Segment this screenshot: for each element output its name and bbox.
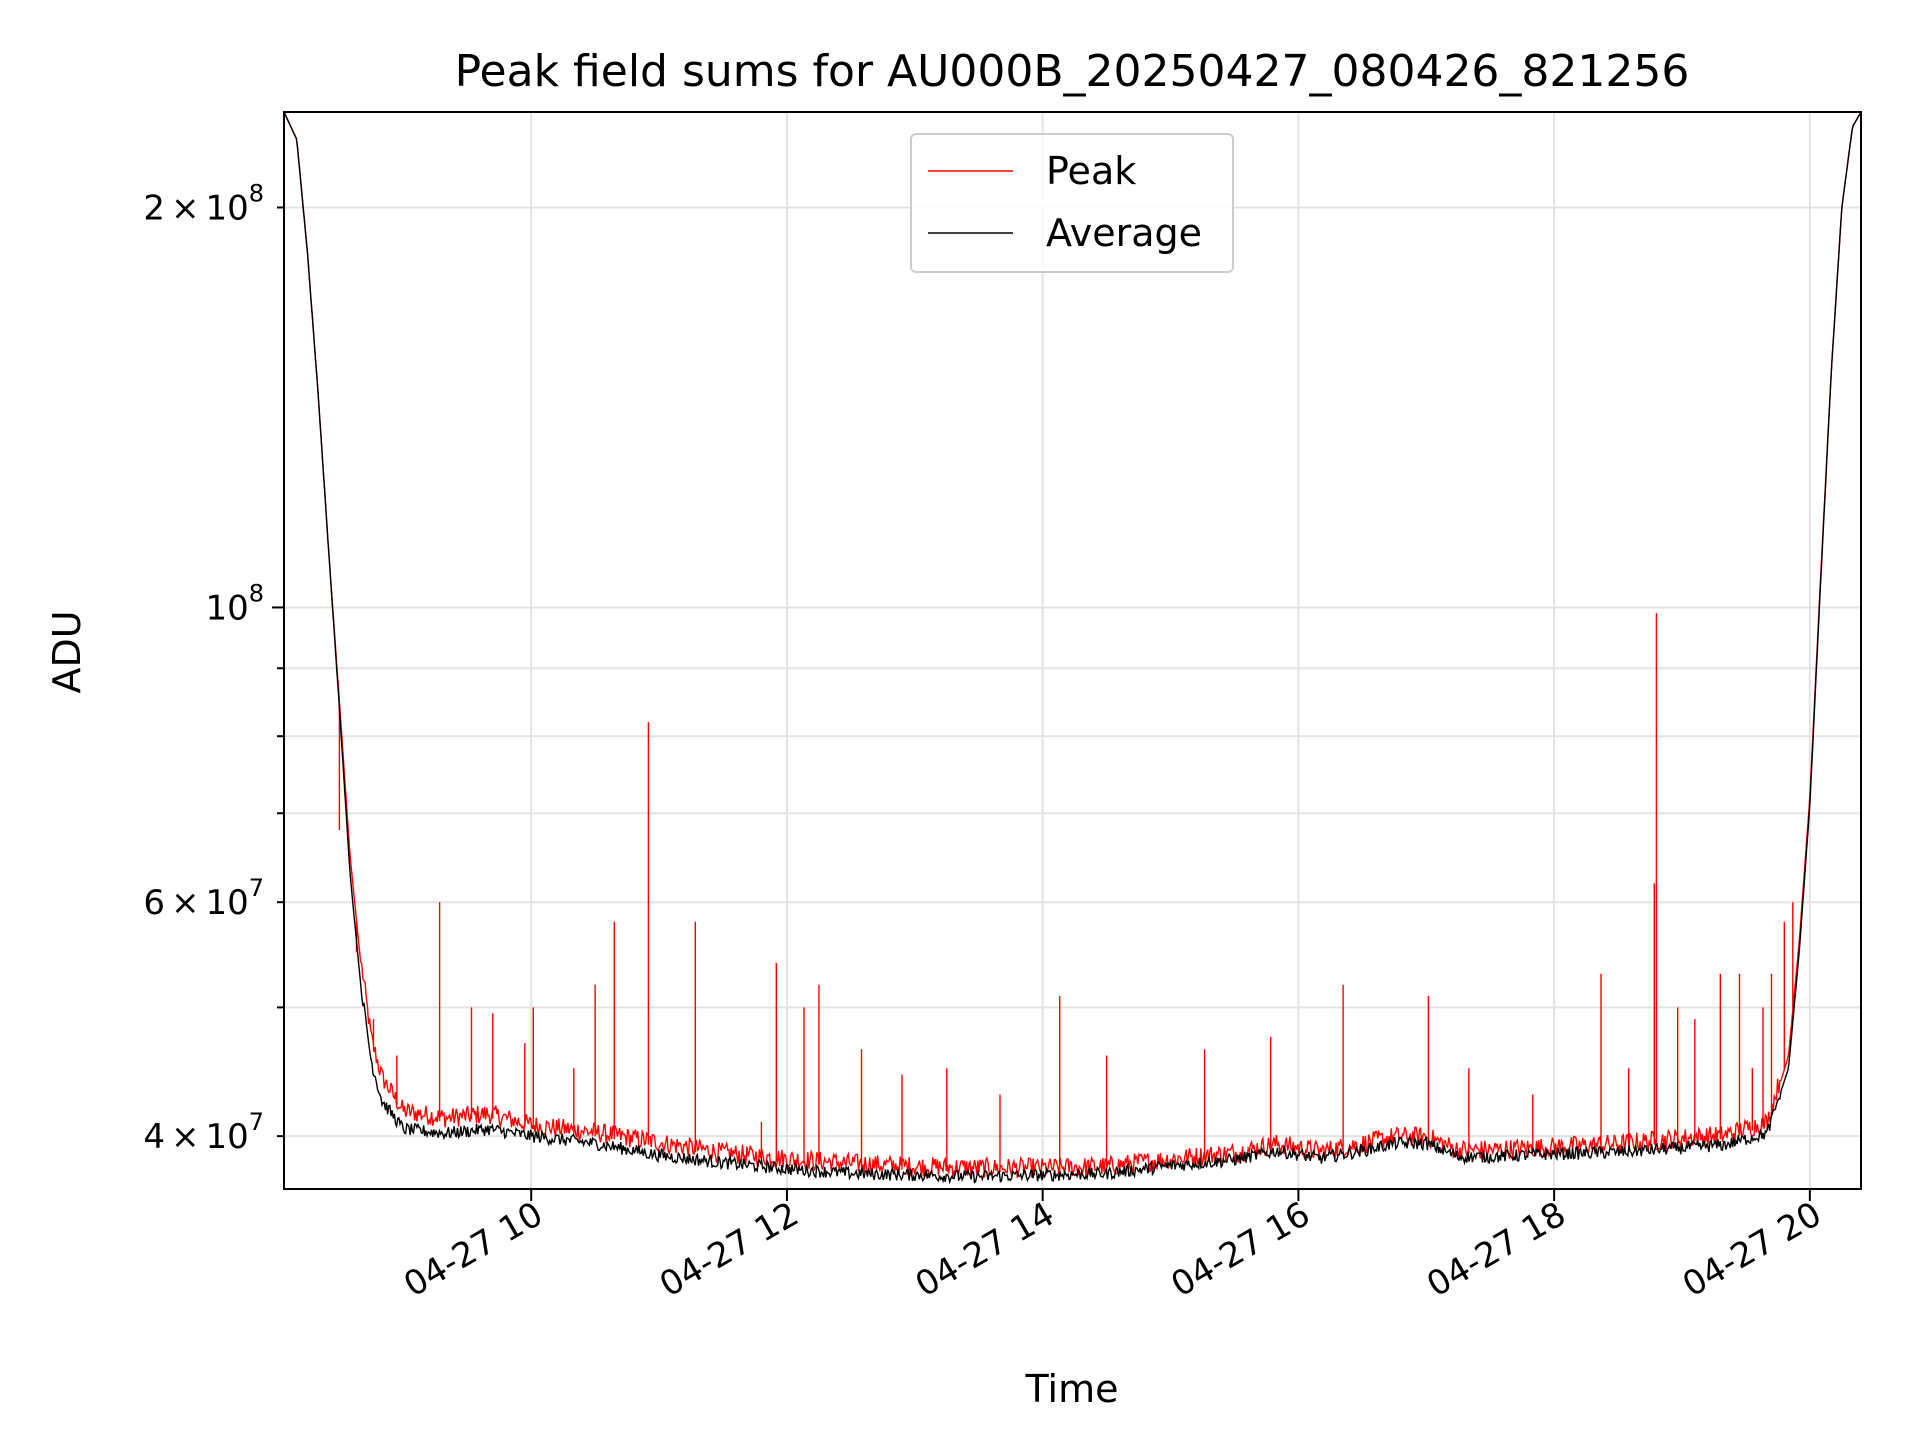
x-axis-ticks: 04-27 10 04-27 12 04-27 14 04-27 16 04-27 18… <box>397 1189 1828 1305</box>
y-tick-exponent: 7 <box>249 874 264 902</box>
y-tick-exponent: 8 <box>249 180 264 208</box>
legend-label-peak: Peak <box>1046 149 1136 193</box>
y-tick-label: 4 × 107 <box>143 1108 264 1157</box>
y-axis-label: ADU <box>45 610 89 693</box>
x-tick-label: 04-27 14 <box>909 1194 1061 1305</box>
y-tick-exponent: 7 <box>249 1108 264 1136</box>
y-tick-base: 10 <box>205 1117 248 1157</box>
y-tick-times: × <box>171 189 200 229</box>
chart-title: Peak field sums for AU000B_20250427_0804… <box>455 46 1690 97</box>
x-tick-label: 04-27 10 <box>397 1194 549 1305</box>
y-tick-base: 10 <box>205 189 248 229</box>
y-tick-label: 6 × 107 <box>143 874 264 923</box>
y-tick-mantissa: 4 <box>143 1117 165 1157</box>
y-tick-label: 2 × 108 <box>143 180 264 229</box>
grid <box>284 112 1861 1189</box>
x-tick-label: 04-27 18 <box>1420 1194 1572 1305</box>
plot-frame <box>284 112 1861 1189</box>
y-tick-base: 10 <box>205 883 248 923</box>
x-tick-label: 04-27 20 <box>1676 1194 1828 1305</box>
y-tick-mantissa: 2 <box>143 189 165 229</box>
y-tick-times: × <box>171 883 200 923</box>
x-axis-label: Time <box>1025 1367 1119 1411</box>
y-tick-mantissa: 6 <box>143 883 165 923</box>
y-tick-base: 10 <box>205 588 248 628</box>
legend: Peak Average <box>911 134 1233 272</box>
x-tick-label: 04-27 16 <box>1165 1194 1317 1305</box>
y-tick-times: × <box>171 1117 200 1157</box>
x-tick-label: 04-27 12 <box>653 1194 805 1305</box>
y-tick-exponent: 8 <box>249 579 264 607</box>
y-tick-label: 108 <box>205 579 264 628</box>
legend-label-average: Average <box>1046 211 1202 255</box>
